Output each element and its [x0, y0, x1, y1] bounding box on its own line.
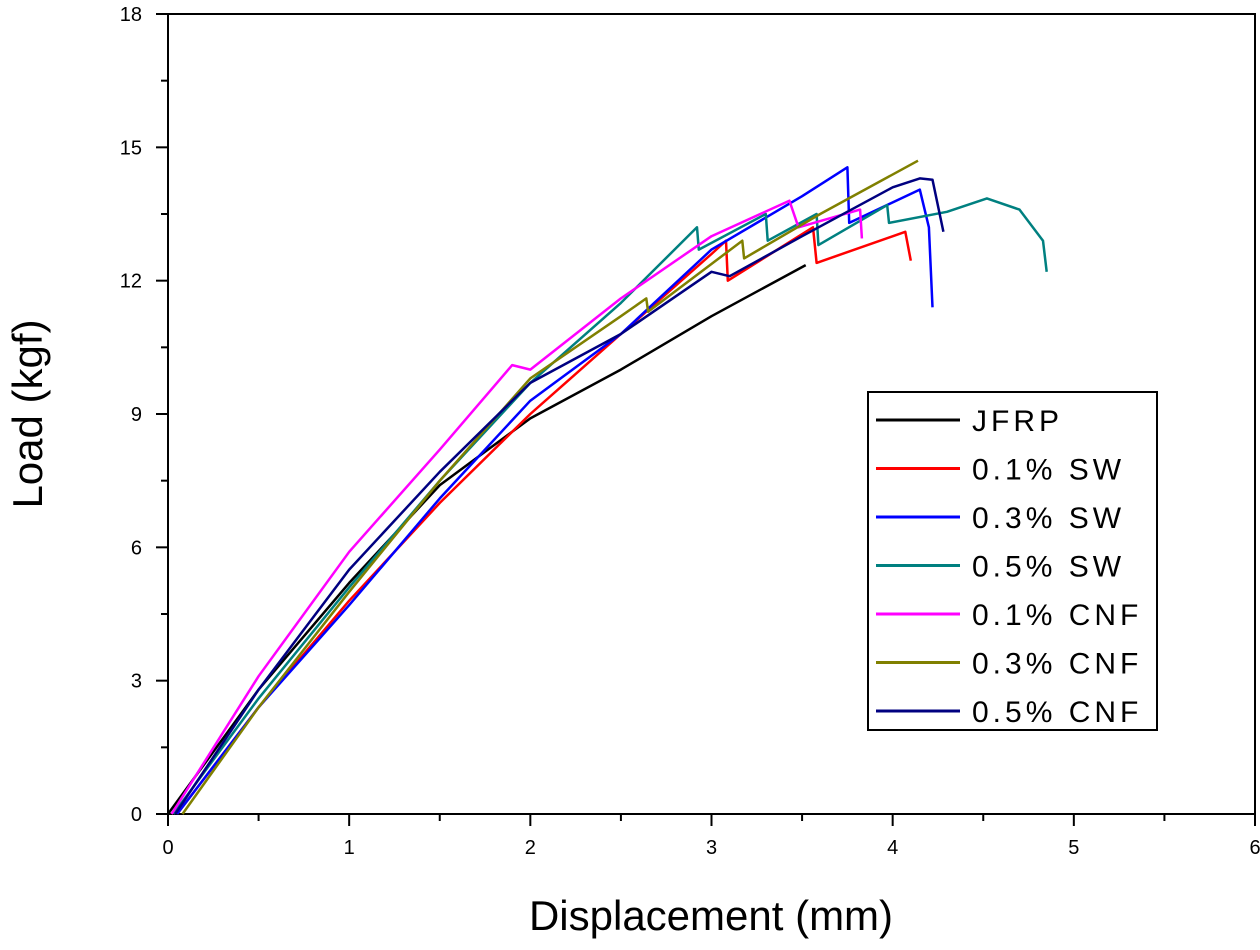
legend-label: 0.1% CNF: [972, 599, 1142, 632]
y-tick-label: 18: [120, 4, 142, 26]
x-tick-label: 1: [344, 837, 355, 859]
legend-box: [867, 391, 1158, 731]
y-tick-label: 3: [131, 671, 142, 693]
y-tick-label: 12: [120, 271, 142, 293]
plot-frame: [167, 13, 1256, 815]
legend-label: JFRP: [972, 405, 1063, 438]
y-tick-label: 0: [131, 804, 142, 826]
legend: JFRP 0.1% SW 0.3% SW 0.5% SW 0.1% CNF 0.3% CN…: [867, 391, 1158, 731]
y-axis-label: Load (kgf): [4, 319, 51, 508]
series-line-0-1-cnf: [170, 199, 864, 815]
series-line-0-3-sw: [176, 166, 934, 815]
y-tick-label: 6: [131, 537, 142, 559]
series-line-0-3-cnf: [181, 159, 919, 815]
legend-label: 0.5% CNF: [972, 696, 1142, 729]
y-tick-label: 9: [131, 404, 142, 426]
series-line-jfrp: [166, 264, 807, 815]
legend-label: 0.3% CNF: [972, 648, 1142, 681]
legend-label: 0.1% SW: [972, 454, 1125, 487]
x-tick-label: 3: [706, 837, 717, 859]
x-tick-label: 5: [1068, 837, 1079, 859]
series-line-0-5-cnf: [174, 177, 945, 815]
legend-label: 0.5% SW: [972, 551, 1125, 584]
x-axis-label: Displacement (mm): [529, 892, 893, 939]
y-tick-label: 15: [120, 137, 142, 159]
series-line-0-1-sw: [176, 226, 913, 815]
legend-label: 0.3% SW: [972, 502, 1125, 535]
x-tick-label: 6: [1249, 837, 1260, 859]
x-tick-label: 4: [887, 837, 898, 859]
x-tick-label: 2: [525, 837, 536, 859]
x-tick-label: 0: [162, 837, 173, 859]
